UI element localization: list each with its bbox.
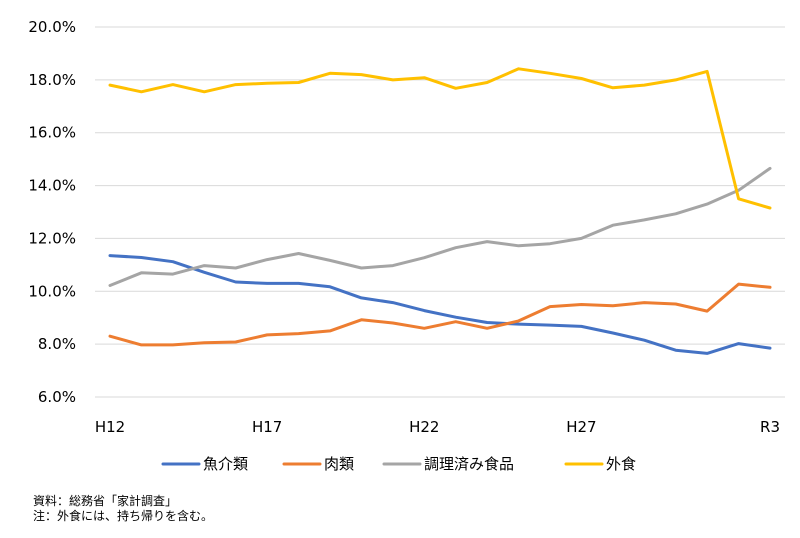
- y-tick-label: 16.0%: [28, 124, 76, 142]
- y-tick-label: 20.0%: [28, 18, 76, 36]
- y-tick-label: 8.0%: [38, 335, 76, 353]
- legend-label: 外食: [606, 455, 636, 473]
- series-line-2: [108, 282, 772, 347]
- series-line-1: [108, 254, 772, 355]
- x-tick-label: H27: [566, 418, 596, 436]
- legend: 魚介類 肉類 調理済み食品 外食: [161, 455, 636, 473]
- caption-note: 注：外食には、持ち帰りを含む。: [33, 509, 214, 523]
- x-tick-label: H12: [95, 418, 125, 436]
- series-line-3: [108, 166, 772, 287]
- y-tick-label: 6.0%: [38, 388, 76, 406]
- x-axis-tick-labels: H12 H17 H22 H27 R3: [95, 418, 780, 436]
- x-tick-label: H17: [252, 418, 282, 436]
- y-tick-label: 14.0%: [28, 177, 76, 195]
- y-tick-label: 12.0%: [28, 229, 76, 247]
- series-lines: [108, 67, 772, 355]
- legend-label: 調理済み食品: [424, 455, 514, 473]
- y-axis-tick-labels: 6.0% 8.0% 10.0% 12.0% 14.0% 16.0% 18.0% 20.0%: [28, 18, 76, 406]
- source-note: 資料：総務省「家計調査」: [33, 494, 178, 508]
- legend-label: 魚介類: [203, 455, 248, 473]
- x-tick-label: H22: [409, 418, 439, 436]
- y-tick-label: 18.0%: [28, 71, 76, 89]
- x-tick-label: R3: [760, 418, 780, 436]
- y-tick-label: 10.0%: [28, 282, 76, 300]
- legend-label: 肉類: [324, 455, 354, 473]
- series-line-4: [108, 67, 772, 210]
